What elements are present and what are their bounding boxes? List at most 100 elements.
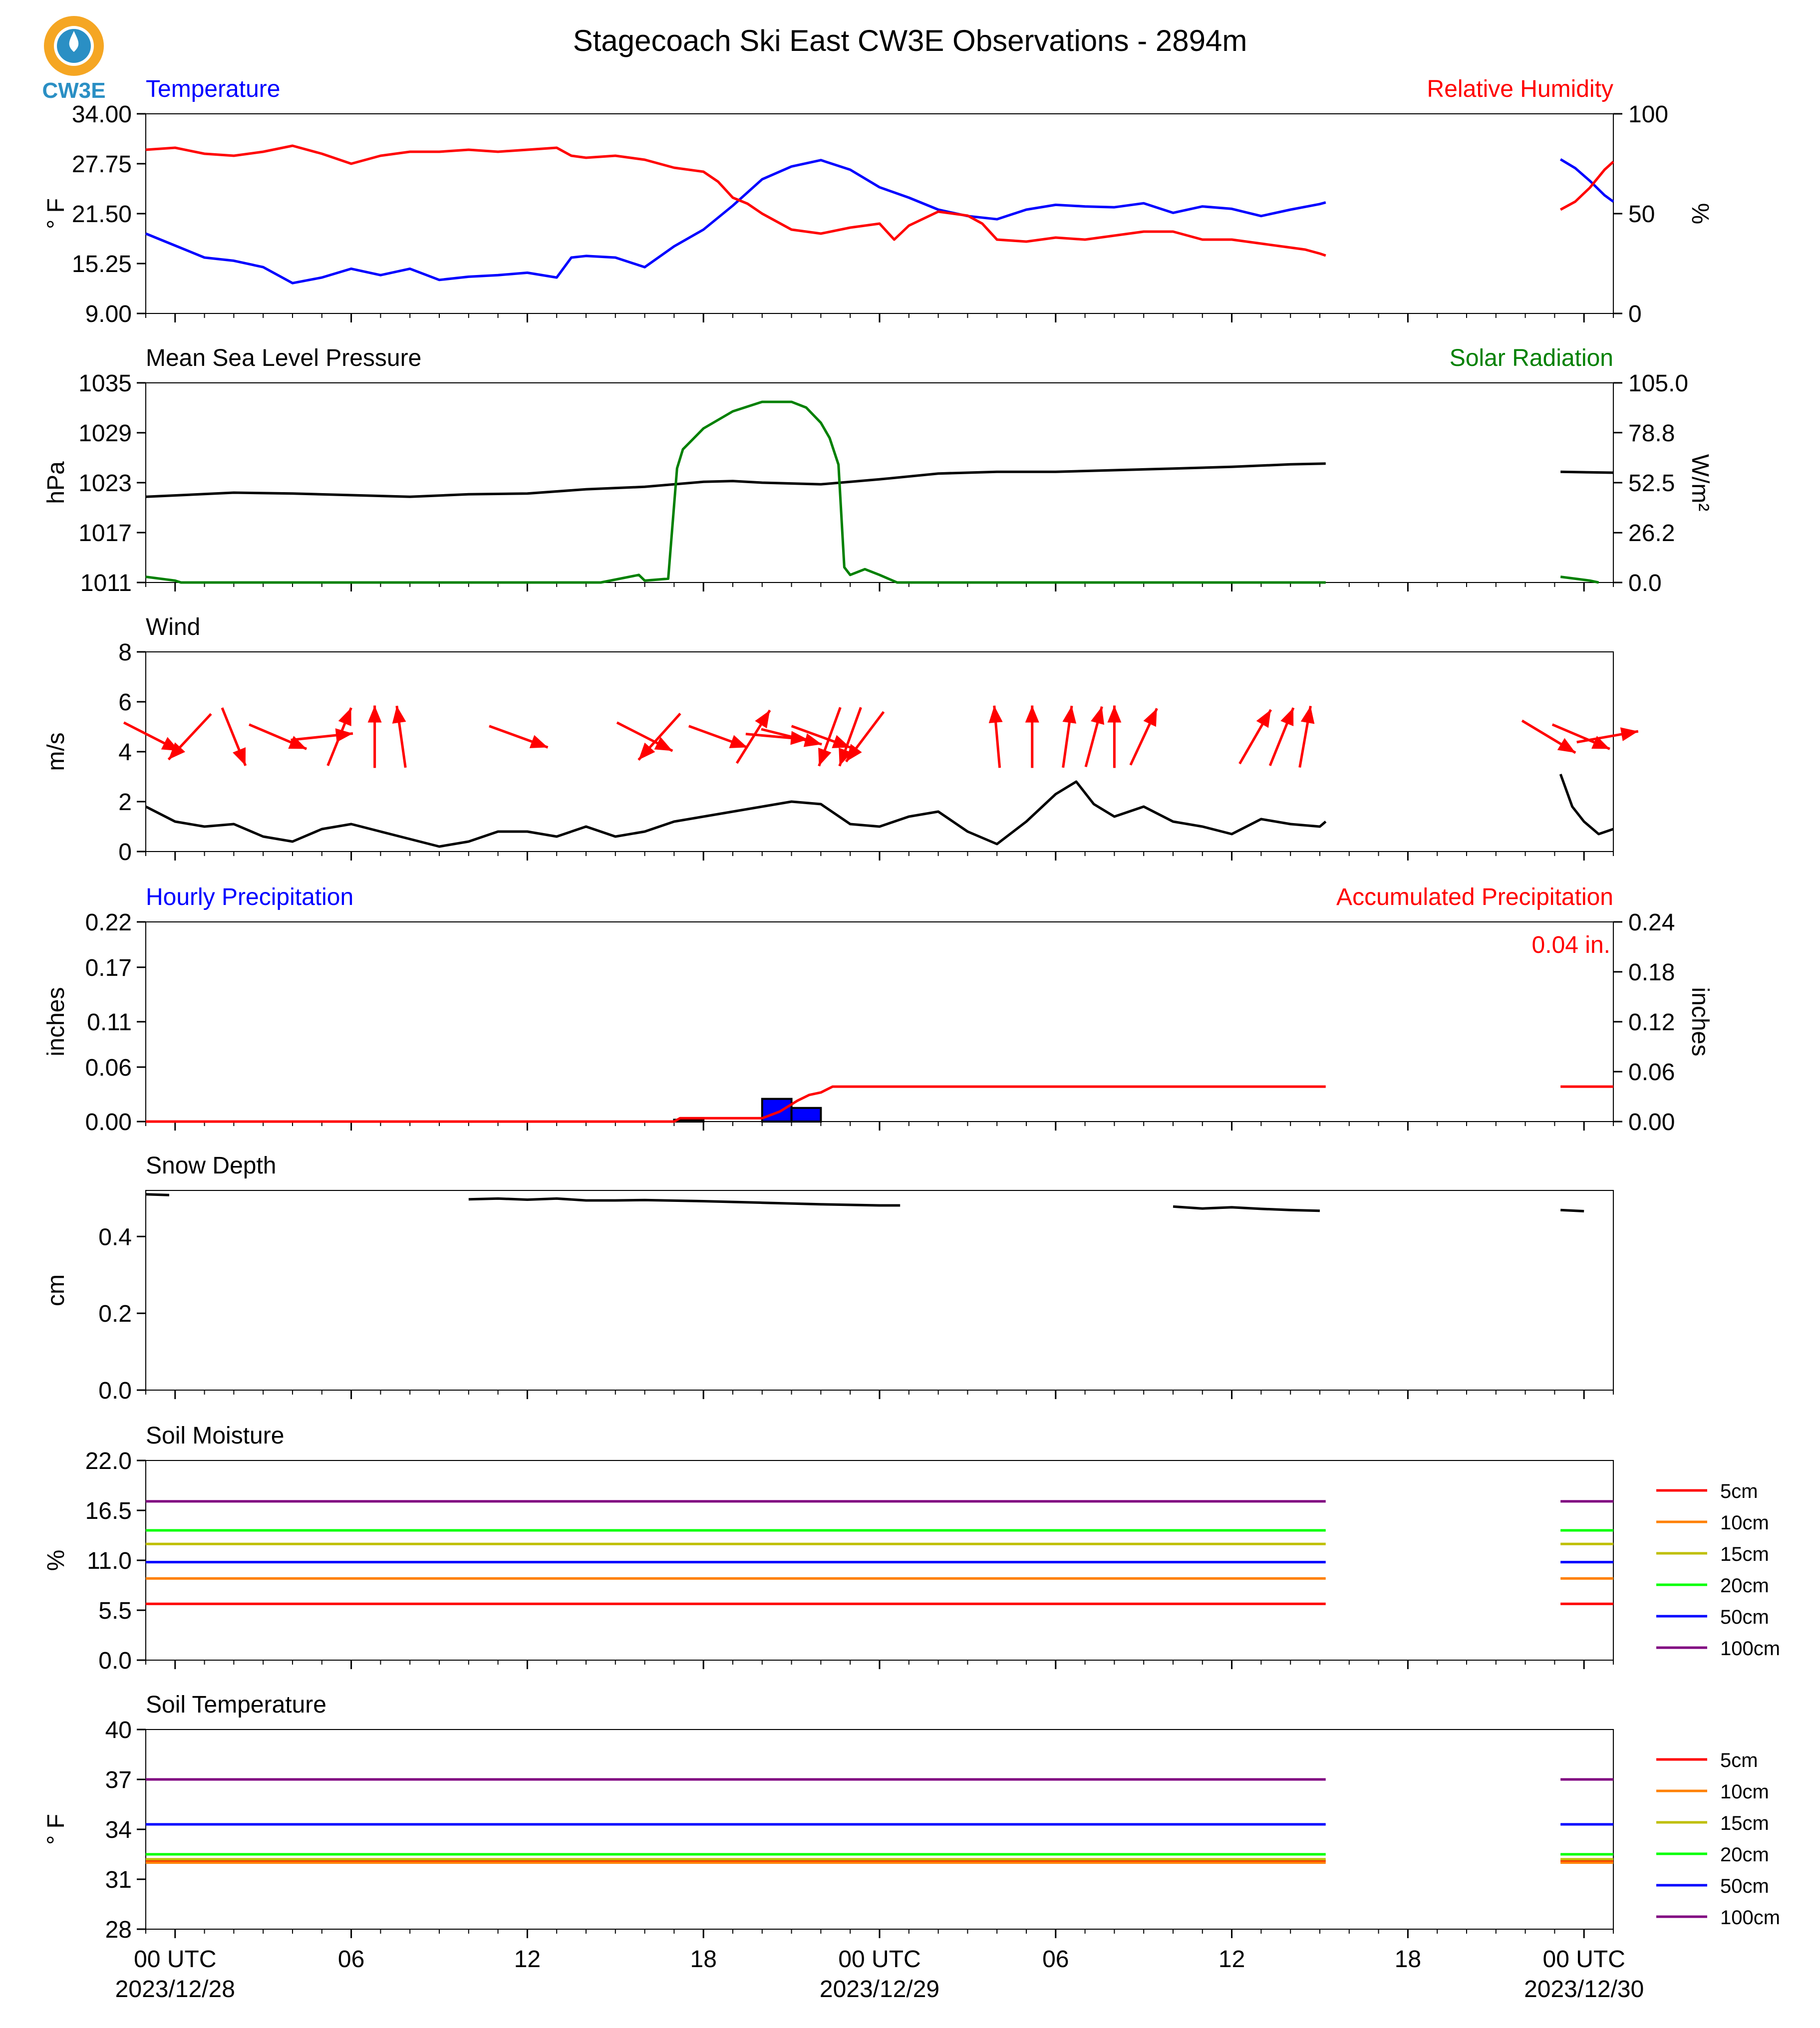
wind-arrow-head: [1143, 708, 1157, 727]
y-tick-label: 34.00: [72, 101, 132, 128]
logo-text: CW3E: [42, 78, 105, 103]
wind-arrow-head: [1300, 706, 1315, 724]
y-tick-label: 0.11: [87, 1009, 132, 1036]
y-tick-label: 0.4: [98, 1224, 132, 1250]
x-tick-date-label: 2023/12/28: [115, 1976, 235, 2003]
panel-right-title: Accumulated Precipitation: [1336, 884, 1613, 910]
y-right-tick-label: 0: [1628, 301, 1642, 327]
x-tick-label: 00 UTC: [838, 1946, 920, 1973]
wind-arrow-head: [1025, 705, 1039, 723]
panel-left-title: Soil Temperature: [146, 1692, 326, 1718]
y-tick-label: 0.17: [85, 955, 132, 981]
humidity-line: [145, 144, 1326, 257]
y-tick-label: 0: [118, 839, 132, 866]
x-tick-label: 18: [690, 1946, 717, 1973]
wind-arrow: [1129, 708, 1158, 766]
wind-arrow-head: [233, 747, 246, 766]
y-tick-label: 2: [118, 789, 132, 816]
legend-label: 50cm: [1720, 1875, 1769, 1897]
axes-frame: [145, 1729, 1614, 1930]
y-tick-label: 22.0: [85, 1448, 132, 1474]
panel-left-title: Soil Moisture: [146, 1423, 284, 1449]
x-tick-label: 12: [514, 1946, 541, 1973]
y-tick-label: 28: [105, 1917, 132, 1943]
y-axis-label: ° F: [43, 1814, 69, 1845]
wind-arrow: [845, 711, 885, 763]
axes-frame: [145, 1190, 1614, 1391]
wind-arrow: [688, 725, 748, 749]
wind-arrow: [326, 707, 352, 766]
wind-line: [1559, 774, 1614, 836]
y-tick-label: 0.22: [85, 909, 132, 936]
x-tick-label: 00 UTC: [1543, 1946, 1625, 1973]
legend-label: 100cm: [1720, 1907, 1780, 1929]
y-axis-label: hPa: [43, 461, 69, 504]
y-tick-label: 27.75: [72, 151, 132, 178]
panel-left-title: Wind: [146, 614, 200, 640]
y-tick-label: 21.50: [72, 201, 132, 228]
wind-arrow: [1576, 727, 1639, 744]
wind-arrow: [818, 707, 842, 767]
x-tick-label: 00 UTC: [134, 1946, 216, 1973]
wind-arrow-head: [168, 742, 186, 760]
wind-arrow-head: [1107, 705, 1122, 723]
panel-left-title: Mean Sea Level Pressure: [146, 345, 421, 371]
wind-arrow-head: [988, 705, 1003, 723]
y-axis-label: cm: [43, 1274, 69, 1306]
y-tick-label: 37: [105, 1767, 132, 1793]
snow-line: [468, 1197, 901, 1207]
wind-arrow-head: [1557, 738, 1576, 753]
axes-frame: [145, 921, 1614, 1122]
panel-4: 0.00 0.06 0.11 0.17 0.22 inches 0.00 0.06 0.12 0.…: [43, 884, 1713, 1136]
wind-arrow-head: [803, 733, 822, 747]
panel-1: 9.00 15.25 21.50 27.75 34.00 ° F 0 50 100% Temper…: [43, 76, 1713, 327]
legend-label: 5cm: [1720, 1749, 1758, 1771]
wind-arrow-head: [1256, 709, 1271, 728]
wind-arrow-head: [1280, 708, 1294, 726]
wind-arrow: [1084, 706, 1105, 768]
panel-left-title: Snow Depth: [146, 1153, 277, 1179]
logo-ring: [44, 16, 104, 76]
temperature-line: [145, 159, 1326, 285]
wind-arrow: [1521, 719, 1576, 754]
cw3e-logo: CW3E: [42, 16, 106, 103]
snow-line: [145, 1193, 170, 1196]
y-tick-label: 0.0: [98, 1648, 132, 1674]
snow-line: [1560, 1208, 1584, 1212]
x-tick-date-label: 2023/12/29: [820, 1976, 939, 2003]
solar-line: [145, 400, 1326, 584]
y-tick-label: 0.00: [85, 1109, 132, 1136]
y-right-tick-label: 26.2: [1628, 520, 1675, 547]
axes-frame: [145, 382, 1614, 583]
wind-arrow-head: [1062, 706, 1077, 724]
wind-arrow: [367, 705, 382, 768]
y-tick-label: 11.0: [87, 1548, 132, 1574]
wind-arrow: [221, 707, 247, 766]
panel-left-title: Hourly Precipitation: [146, 884, 353, 910]
x-tick-label: 06: [1042, 1946, 1069, 1973]
panel-2: 1011 1017 1023 1029 1035 hPa 0.0 26.2 52.5 78.8 10…: [43, 345, 1713, 596]
legend-label: 100cm: [1720, 1638, 1780, 1660]
y-tick-label: 40: [105, 1717, 132, 1743]
y-tick-label: 4: [118, 739, 132, 766]
panels: 9.00 15.25 21.50 27.75 34.00 ° F 0 50 100% Temper…: [43, 76, 1780, 2003]
wind-arrow: [489, 725, 549, 749]
wind-arrow: [791, 725, 851, 749]
y-right-tick-label: 0.12: [1628, 1009, 1675, 1036]
wind-arrow-head: [338, 708, 351, 726]
wind-arrow: [249, 723, 307, 750]
panel-3: 0 2 4 6 8 m/s Wind: [43, 614, 1639, 866]
y-right-tick-label: 100: [1628, 101, 1668, 128]
y-right-tick-label: 78.8: [1628, 420, 1675, 447]
wind-arrow-head: [1091, 706, 1105, 725]
wind-arrow: [1107, 705, 1122, 768]
humidity-line: [1560, 161, 1614, 211]
wind-line: [145, 780, 1327, 848]
legend-label: 50cm: [1720, 1606, 1769, 1628]
solar-line: [1560, 576, 1599, 584]
legend-label: 20cm: [1720, 1844, 1769, 1866]
y-right-tick-label: 0.18: [1628, 959, 1675, 986]
x-tick-label: 18: [1395, 1946, 1421, 1973]
y-right-tick-label: 105.0: [1628, 370, 1688, 397]
